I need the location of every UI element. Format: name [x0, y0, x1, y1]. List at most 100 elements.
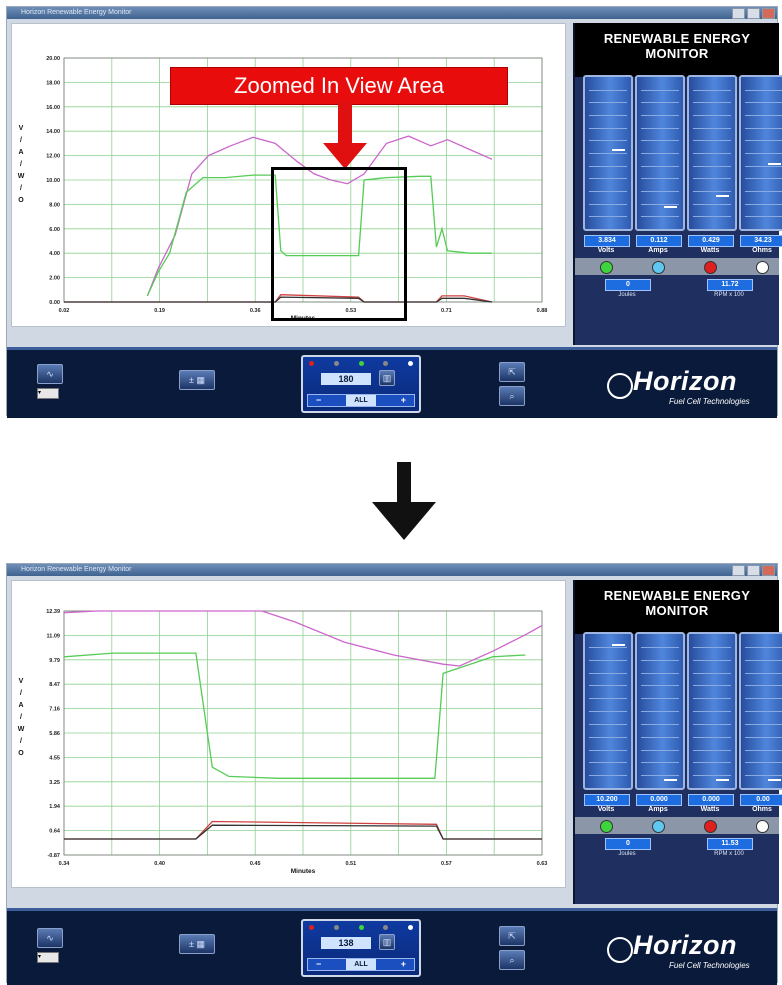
- counter-led-icon: [358, 925, 364, 930]
- indicator-led-row: [575, 817, 779, 834]
- gauge-tick: [693, 775, 731, 777]
- gauge-tick: [641, 736, 679, 738]
- all-button[interactable]: ALL: [346, 959, 376, 970]
- zoom-controls-icon[interactable]: ± ▦: [179, 370, 215, 390]
- indicator-led-icon[interactable]: [704, 820, 717, 833]
- minus-button[interactable]: −: [316, 959, 322, 969]
- x-tick-label: 0.88: [537, 308, 548, 314]
- y-tick-label: 12.39: [46, 609, 60, 615]
- unit-label-ohms: Ohms: [752, 806, 772, 813]
- indicator-led-icon[interactable]: [756, 261, 769, 274]
- y-tick-label: 5.86: [49, 731, 60, 737]
- gauge-tick: [641, 685, 679, 687]
- unit-label-volts: Volts: [597, 247, 615, 254]
- gauge-tick: [693, 711, 731, 712]
- gauge-tick: [641, 102, 679, 104]
- bottom-chart: 0.34 0.40 0.45 0.51 0.57 0.63 -0.87 0.64 1.94 3.2…: [18, 609, 548, 875]
- zoom-selection-box: [271, 167, 407, 321]
- indicator-led-icon[interactable]: [652, 820, 665, 833]
- x-tick-label: 0.57: [441, 861, 452, 867]
- x-tick-label: 0.71: [441, 308, 452, 314]
- gauge-tick: [745, 762, 782, 764]
- close-button[interactable]: [762, 8, 775, 19]
- all-range-bar: − ALL +: [307, 958, 415, 971]
- gauge-tick: [693, 178, 731, 180]
- gauge-tick: [589, 216, 627, 218]
- gauge-tick: [641, 749, 679, 751]
- sample-count: 138: [321, 937, 371, 949]
- all-range-bar: − ALL +: [307, 394, 415, 407]
- y-axis-label-char: /: [20, 690, 22, 697]
- chart-view-icon[interactable]: ∿: [37, 928, 63, 948]
- all-button[interactable]: ALL: [346, 395, 376, 406]
- gauge-tick: [745, 659, 782, 661]
- unit-label-ohms: Ohms: [752, 247, 772, 254]
- counter-led-icon: [309, 361, 314, 366]
- close-button[interactable]: [762, 565, 775, 576]
- y-tick-label: 8.00: [49, 202, 60, 208]
- gauge-tick: [745, 140, 782, 142]
- minus-button[interactable]: −: [316, 395, 322, 405]
- trash-icon[interactable]: ▥: [379, 934, 395, 950]
- y-tick-label: 8.47: [49, 682, 60, 688]
- top-toolbar: ∿ ▾ ± ▦ 180 ▥ − ALL + ⇱ ⌕ Horizon Fuel Cell Technol…: [7, 347, 777, 418]
- gauge-tick: [641, 153, 679, 154]
- indicator-led-icon[interactable]: [600, 820, 613, 833]
- plus-button[interactable]: +: [400, 959, 406, 969]
- export-icon[interactable]: ⇱: [499, 362, 525, 382]
- down-arrow-icon: [372, 462, 436, 540]
- y-axis-label-char: O: [18, 750, 24, 757]
- y-tick-label: 0.00: [49, 300, 60, 306]
- chart-view-icon[interactable]: ∿: [37, 364, 63, 384]
- series-line-2: [63, 652, 526, 779]
- y-tick-label: 9.79: [49, 658, 60, 664]
- readout-ohms: 34.23: [740, 235, 782, 247]
- gauge-tick: [589, 140, 627, 142]
- indicator-led-icon[interactable]: [756, 820, 769, 833]
- y-tick-label: 2.00: [49, 276, 60, 282]
- zoom-search-icon[interactable]: ⌕: [499, 386, 525, 406]
- gauge-tick: [641, 203, 679, 205]
- zoom-search-icon[interactable]: ⌕: [499, 950, 525, 970]
- rpm-readout: 11.53: [707, 838, 753, 850]
- y-tick-label: 6.00: [49, 227, 60, 233]
- export-icon[interactable]: ⇱: [499, 926, 525, 946]
- gauge-needle: [768, 163, 781, 166]
- gauge-ohms: [739, 632, 782, 790]
- gauge-amps: [635, 632, 685, 790]
- minimize-button[interactable]: [732, 565, 745, 576]
- y-axis-label-char: W: [18, 173, 25, 180]
- y-tick-label: 10.00: [46, 178, 60, 184]
- maximize-button[interactable]: [747, 8, 760, 19]
- indicator-led-icon[interactable]: [600, 261, 613, 274]
- interval-select[interactable]: ▾: [37, 388, 59, 399]
- y-axis-label-char: O: [18, 197, 24, 204]
- minimize-button[interactable]: [732, 8, 745, 19]
- maximize-button[interactable]: [747, 565, 760, 576]
- trash-icon[interactable]: ▥: [379, 370, 395, 386]
- indicator-led-icon[interactable]: [704, 261, 717, 274]
- counter-leds: [309, 925, 413, 930]
- series-line-4: [64, 824, 542, 840]
- gauge-tick: [589, 775, 627, 777]
- gauge-tick: [693, 153, 731, 154]
- interval-select[interactable]: ▾: [37, 952, 59, 963]
- readout-amps: 0.112: [636, 235, 682, 247]
- zoom-controls-icon[interactable]: ± ▦: [179, 934, 215, 954]
- gauge-tick: [589, 672, 627, 674]
- gauge-tick: [641, 775, 679, 777]
- series-line-4: [64, 296, 493, 303]
- y-tick-label: 18.00: [46, 80, 60, 86]
- window-title: Horizon Renewable Energy Monitor: [21, 9, 132, 16]
- gauge-tick: [745, 736, 782, 738]
- zoomed-in-view-banner: Zoomed In View Area: [170, 67, 508, 105]
- plus-button[interactable]: +: [400, 395, 406, 405]
- x-tick-label: 0.34: [59, 861, 71, 867]
- y-tick-label: 1.94: [49, 804, 61, 810]
- x-axis-label: Minutes: [291, 868, 316, 875]
- gauge-tick: [641, 762, 679, 764]
- gauge-tick: [641, 646, 679, 648]
- indicator-led-icon[interactable]: [652, 261, 665, 274]
- y-tick-label: 16.00: [46, 105, 60, 111]
- gauge-tick: [693, 672, 731, 674]
